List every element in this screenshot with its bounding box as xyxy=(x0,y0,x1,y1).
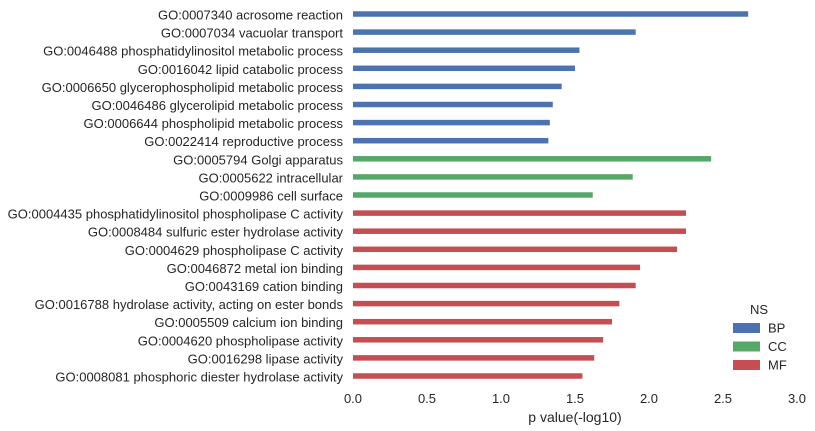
category-label: GO:0016298 lipase activity xyxy=(188,351,344,366)
x-tick-label: 2.0 xyxy=(640,391,658,406)
x-tick-label: 2.5 xyxy=(714,391,732,406)
x-tick-labels: 0.0 0.5 1.0 1.5 2.0 2.5 3.0 xyxy=(344,391,806,406)
category-label: GO:0016042 lipid catabolic process xyxy=(138,62,344,77)
x-axis-title: p value(-log10) xyxy=(528,409,621,425)
category-label: GO:0008081 phosphoric diester hydrolase … xyxy=(55,370,343,385)
bar-bp xyxy=(353,83,562,90)
bar-bp xyxy=(353,47,580,53)
bar-mf xyxy=(353,210,686,216)
category-label: GO:0005794 Golgi apparatus xyxy=(173,152,343,167)
legend-label: CC xyxy=(768,339,787,354)
bar-bp xyxy=(353,101,553,108)
category-label: GO:0043169 cation binding xyxy=(185,279,343,294)
category-label: GO:0046872 metal ion binding xyxy=(167,261,343,276)
bar-bp xyxy=(353,119,550,126)
category-label: GO:0004629 phospholipase C activity xyxy=(125,243,344,258)
bar-mf xyxy=(353,300,620,307)
category-label: GO:0046486 glycerolipid metabolic proces… xyxy=(92,98,344,113)
bar-mf xyxy=(353,264,641,271)
category-labels: GO:0007340 acrosome reaction GO:0007034 v… xyxy=(8,8,344,385)
category-label: GO:0006650 glycerophospholipid metabolic… xyxy=(42,80,344,95)
category-label: GO:0022414 reproductive process xyxy=(144,134,343,149)
bar-bp xyxy=(353,29,636,35)
bar-mf xyxy=(353,355,595,361)
bar-mf xyxy=(353,246,678,253)
bar-cc xyxy=(353,174,633,180)
x-tick-label: 1.5 xyxy=(566,391,584,406)
legend-title: NS xyxy=(750,302,768,317)
x-tick-label: 1.0 xyxy=(492,391,510,406)
bar-bp xyxy=(353,11,749,17)
bar-mf xyxy=(353,282,636,289)
bar-bp xyxy=(353,65,575,72)
x-tick-label: 3.0 xyxy=(788,391,806,406)
bar-mf xyxy=(353,337,604,343)
bar-cc xyxy=(353,192,593,198)
category-label: GO:0006644 phospholipid metabolic proces… xyxy=(84,116,344,131)
legend-swatch-bp xyxy=(733,323,760,333)
legend-swatch-mf xyxy=(733,360,760,370)
legend: NS BP CC MF xyxy=(733,302,787,373)
bar-mf xyxy=(353,228,686,234)
category-label: GO:0016788 hydrolase activity, acting on… xyxy=(35,297,344,312)
bars-group xyxy=(353,11,749,379)
x-tick-label: 0.0 xyxy=(344,391,362,406)
bar-mf xyxy=(353,318,612,325)
legend-label: MF xyxy=(768,358,787,373)
category-label: GO:0005622 intracellular xyxy=(198,170,343,185)
category-label: GO:0007034 vacuolar transport xyxy=(161,26,343,41)
bar-bp xyxy=(353,137,549,144)
legend-swatch-cc xyxy=(733,341,760,352)
category-label: GO:0046488 phosphatidylinositol metaboli… xyxy=(43,44,343,59)
category-label: GO:0004435 phosphatidylinositol phosphol… xyxy=(8,207,344,222)
x-tick-label: 0.5 xyxy=(418,391,436,406)
legend-label: BP xyxy=(768,321,785,336)
category-label: GO:0008484 sulfuric ester hydrolase acti… xyxy=(88,225,344,240)
category-label: GO:0009986 cell surface xyxy=(199,189,343,204)
bar-cc xyxy=(353,156,712,162)
bar-mf xyxy=(353,373,583,379)
category-label: GO:0004620 phospholipase activity xyxy=(138,333,344,348)
category-label: GO:0005509 calcium ion binding xyxy=(154,315,343,330)
category-label: GO:0007340 acrosome reaction xyxy=(158,8,343,23)
